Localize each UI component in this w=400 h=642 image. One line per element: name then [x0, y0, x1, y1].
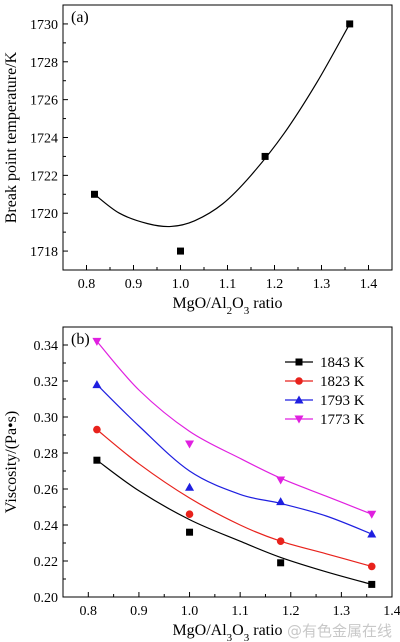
series-1793-k	[92, 380, 377, 538]
legend-label: 1793 K	[320, 393, 365, 409]
fit-curve	[96, 459, 372, 585]
legend-marker	[295, 358, 303, 366]
x-axis-title: MgO/Al2O3 ratio	[172, 295, 282, 317]
fit-curve	[96, 341, 372, 515]
chart-panel-b: 0.8 0.9 1.0 1.1 1.2 1.3 1.4 0.20 0.22 0.24 0.26 0.2…	[3, 326, 400, 642]
legend-marker	[294, 395, 304, 404]
legend-label: 1843 K	[320, 355, 365, 371]
x-tick-label: 1.1	[231, 604, 249, 619]
data-point	[261, 152, 269, 160]
data-point	[177, 247, 184, 255]
chart-panel-a: 0.8 0.9 1.0 1.1 1.2 1.3 1.4 1718 1720 1722 1724 172…	[3, 4, 393, 317]
x-tick-label: 1.1	[219, 277, 237, 292]
y-axis-title: Viscosity/(Pa•s)	[3, 411, 20, 513]
x-tick-label: 1.3	[333, 604, 351, 619]
data-point	[346, 20, 354, 28]
legend-marker	[294, 415, 304, 424]
y-tick-label: 0.32	[34, 375, 59, 390]
data-point	[276, 476, 286, 485]
x-tick-label: 1.2	[266, 277, 284, 292]
x-axis-title: MgO/Al3O3 ratio	[172, 622, 282, 642]
y-tick-label: 1722	[30, 169, 58, 184]
x-tick-label: 1.4	[360, 277, 378, 292]
data-point	[185, 510, 194, 518]
y-tick-label: 1726	[30, 94, 58, 109]
y-tick-label: 0.26	[34, 483, 59, 498]
watermark: @有色金属在线	[287, 622, 392, 640]
y-axis-title: Break point temperature/K	[3, 51, 20, 223]
y-tick-label: 0.30	[34, 411, 59, 426]
data-point	[93, 456, 101, 464]
legend-label: 1823 K	[320, 374, 365, 390]
x-tick-label: 1.2	[282, 604, 300, 619]
y-tick-label: 0.22	[34, 555, 59, 570]
y-tick-label: 0.24	[34, 519, 59, 534]
x-tick-label: 0.9	[130, 604, 148, 619]
x-tick-label: 0.8	[80, 604, 98, 619]
data-point	[367, 529, 377, 538]
y-tick-label: 1720	[30, 207, 58, 222]
data-point	[368, 580, 376, 588]
legend: 1843 K 1823 K 1793 K 1773 K	[285, 355, 365, 428]
plot-frame	[62, 326, 393, 598]
y-tick-label: 1724	[30, 132, 58, 147]
data-point	[185, 482, 195, 491]
legend-marker	[295, 377, 303, 385]
y-tick-label: 1728	[30, 56, 58, 71]
fit-curve	[96, 429, 372, 567]
data-point	[367, 562, 376, 571]
y-tick-label: 0.34	[34, 339, 59, 354]
series-1843-k	[93, 456, 376, 588]
x-tick-label: 1.0	[181, 604, 199, 619]
data-point	[367, 510, 377, 519]
data-point	[93, 425, 101, 434]
y-tick-label: 0.28	[34, 447, 59, 462]
data-point	[185, 440, 195, 449]
fit-curve	[94, 23, 351, 228]
x-tick-label: 1.3	[313, 277, 331, 292]
y-tick-label: 1730	[30, 18, 58, 33]
panel-label: (a)	[71, 9, 89, 26]
data-point	[276, 497, 286, 506]
x-tick-label: 1.0	[172, 277, 190, 292]
y-tick-label: 1718	[30, 245, 58, 260]
fit-curve	[96, 384, 372, 535]
series-1773-k	[92, 337, 377, 519]
legend-label: 1773 K	[320, 412, 365, 428]
data-point	[90, 190, 98, 198]
x-tick-label: 0.8	[78, 277, 96, 292]
x-tick-label: 1.4	[383, 604, 400, 619]
data-point	[277, 559, 285, 567]
data-point	[92, 337, 102, 346]
panel-label: (b)	[71, 331, 90, 348]
series-break-point-0	[90, 20, 354, 255]
y-tick-label: 0.20	[34, 591, 59, 606]
plot-frame	[62, 4, 393, 271]
series-1823-k	[93, 425, 376, 571]
data-point	[186, 528, 194, 536]
data-point	[92, 380, 102, 389]
data-point	[276, 537, 285, 545]
x-tick-label: 0.9	[125, 277, 143, 292]
